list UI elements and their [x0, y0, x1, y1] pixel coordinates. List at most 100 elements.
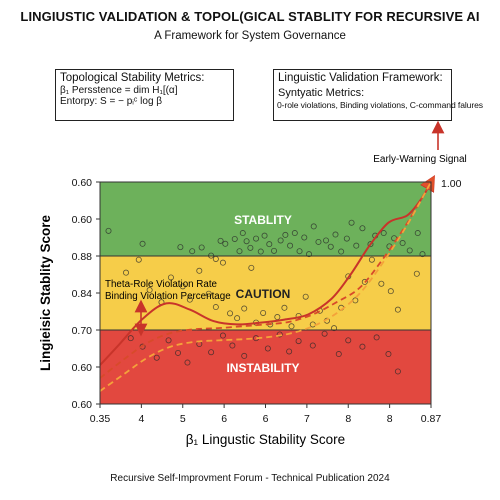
scatter-point: [165, 337, 172, 344]
scatter-point: [229, 342, 236, 349]
scatter-point: [321, 330, 328, 337]
scatter-point: [139, 240, 146, 247]
scatter-point: [257, 248, 264, 255]
x-axis-label: β₁ Lingustic Stability Score: [186, 432, 345, 447]
scatter-point: [373, 334, 380, 341]
y-tick-label: 0.70: [72, 325, 93, 337]
scatter-point: [271, 247, 278, 254]
scatter-point: [239, 230, 246, 237]
scatter-point: [261, 232, 268, 239]
scatter-point: [146, 287, 153, 294]
scatter-point: [177, 244, 184, 251]
scatter-point: [288, 323, 295, 330]
scatter-point: [135, 256, 142, 263]
scatter-point: [338, 248, 345, 255]
band-stability: [100, 182, 431, 256]
scatter-point: [380, 230, 387, 237]
scatter-point: [332, 231, 339, 238]
x-tick-label: 8: [345, 413, 351, 425]
y-right-tick-label: 1.00: [441, 178, 462, 190]
scatter-point: [302, 293, 309, 300]
scatter-point: [276, 331, 283, 338]
scatter-point: [315, 238, 322, 245]
scatter-point: [367, 241, 374, 248]
scatter-point: [359, 343, 366, 350]
scatter-point: [387, 288, 394, 295]
scatter-point: [414, 230, 421, 237]
scatter-point: [127, 335, 134, 342]
persistence-formula: β₁ Persstence = dim H₁[(α]: [60, 85, 178, 96]
scatter-point: [378, 280, 385, 287]
scatter-point: [153, 354, 160, 361]
scatter-point: [217, 237, 224, 244]
x-tick-label: 4: [138, 413, 144, 425]
topological-metrics-box: Topological Stability Metrics: β₁ Persst…: [55, 69, 234, 121]
x-tick-label: 5: [180, 413, 186, 425]
scatter-point: [277, 237, 284, 244]
scatter-point: [219, 259, 226, 266]
scatter-point: [368, 256, 375, 263]
scatter-point: [186, 296, 193, 303]
scatter-point: [219, 332, 226, 339]
band-label-instability: INSTABILITY: [226, 361, 299, 375]
scatter-point: [222, 240, 229, 247]
band-caution: [100, 256, 431, 330]
syntactic-metrics-heading: Syntyatic Metrics:: [278, 87, 365, 99]
scatter-point: [343, 235, 350, 242]
scatter-point: [287, 242, 294, 249]
x-tick-label: 0.87: [421, 413, 442, 425]
chart-subtitle: A Framework for System Governance: [154, 30, 346, 42]
y-tick-label: 0.60: [72, 362, 93, 374]
scatter-point: [413, 270, 420, 277]
scatter-point: [361, 278, 368, 285]
scatter-point: [212, 255, 219, 262]
theta-role-label: Theta-Role Violation Rate: [105, 279, 218, 290]
scatter-point: [399, 240, 406, 247]
scatter-point: [309, 342, 316, 349]
scatter-point: [335, 351, 342, 358]
y-tick-label: 0.60: [72, 177, 93, 189]
topological-metrics-heading: Topological Stability Metrics:: [60, 72, 205, 84]
y-tick-label: 0.84: [72, 288, 93, 300]
scatter-point: [208, 349, 215, 356]
scatter-point: [296, 248, 303, 255]
scatter-point: [227, 310, 234, 317]
scatter-point: [394, 368, 401, 375]
scatter-point: [105, 227, 112, 234]
scatter-point: [212, 304, 219, 311]
scatter-point: [241, 305, 248, 312]
scatter-point: [196, 267, 203, 274]
y-tick-label: 0.60: [72, 214, 93, 226]
scatter-point: [359, 225, 366, 232]
scatter-point: [291, 230, 298, 237]
projection-dashed-line: [99, 181, 432, 392]
scatter-point: [241, 352, 248, 359]
stability-trend-line: [99, 175, 435, 366]
scatter-point: [394, 306, 401, 313]
scatter-point: [234, 315, 241, 322]
scatter-point: [281, 304, 288, 311]
scatter-point: [123, 269, 130, 276]
early-warning-label: Early-Warning Signal: [373, 154, 467, 165]
scatter-point: [175, 349, 182, 356]
scatter-point: [419, 251, 426, 258]
x-tick-label: 8: [387, 413, 393, 425]
linguistic-framework-heading: Linguistic Validation Framework:: [278, 72, 443, 84]
band-label-stability: STABLITY: [234, 213, 292, 227]
scatter-point: [323, 237, 330, 244]
scatter-point: [301, 234, 308, 241]
scatter-point: [205, 290, 212, 297]
scatter-point: [236, 248, 243, 255]
scatter-point: [274, 314, 281, 321]
scatter-point: [306, 251, 313, 258]
chart-title: LINGIUSTIC VALIDATION & TOPOL(GICAL STAB…: [20, 9, 480, 24]
scatter-point: [189, 248, 196, 255]
x-tick-label: 6: [221, 413, 227, 425]
scatter-point: [385, 351, 392, 358]
scatter-point: [331, 325, 338, 332]
scatter-point: [260, 309, 267, 316]
scatter-point: [231, 235, 238, 242]
scatter-point: [264, 345, 271, 352]
y-axis-label: Lingieisic Stablity Score: [38, 214, 53, 371]
scatter-point: [345, 337, 352, 344]
